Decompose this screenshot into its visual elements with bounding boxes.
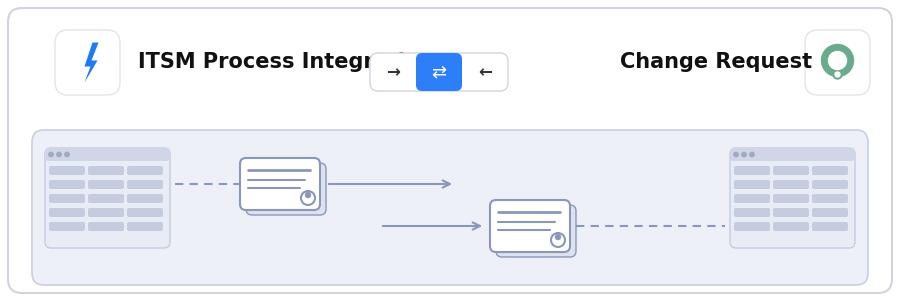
- FancyBboxPatch shape: [88, 194, 124, 203]
- FancyBboxPatch shape: [45, 148, 170, 248]
- Circle shape: [734, 152, 738, 157]
- Circle shape: [750, 152, 754, 157]
- FancyBboxPatch shape: [127, 166, 163, 175]
- FancyBboxPatch shape: [805, 30, 870, 95]
- FancyBboxPatch shape: [812, 194, 848, 203]
- FancyBboxPatch shape: [88, 222, 124, 231]
- FancyBboxPatch shape: [8, 8, 892, 293]
- FancyBboxPatch shape: [812, 166, 848, 175]
- FancyBboxPatch shape: [370, 53, 508, 91]
- FancyBboxPatch shape: [812, 180, 848, 189]
- FancyBboxPatch shape: [246, 163, 326, 215]
- Circle shape: [833, 70, 842, 79]
- FancyBboxPatch shape: [812, 222, 848, 231]
- FancyBboxPatch shape: [812, 208, 848, 217]
- FancyBboxPatch shape: [127, 194, 163, 203]
- FancyBboxPatch shape: [734, 180, 770, 189]
- FancyBboxPatch shape: [88, 180, 124, 189]
- FancyBboxPatch shape: [490, 200, 570, 252]
- Circle shape: [829, 51, 847, 70]
- Circle shape: [835, 72, 840, 77]
- FancyBboxPatch shape: [49, 222, 85, 231]
- FancyBboxPatch shape: [730, 148, 855, 161]
- Circle shape: [305, 193, 310, 197]
- FancyBboxPatch shape: [88, 166, 124, 175]
- Circle shape: [57, 152, 61, 157]
- Polygon shape: [85, 42, 98, 82]
- FancyBboxPatch shape: [49, 166, 85, 175]
- FancyBboxPatch shape: [32, 130, 868, 285]
- Text: ←: ←: [478, 63, 492, 81]
- FancyBboxPatch shape: [49, 180, 85, 189]
- FancyBboxPatch shape: [734, 222, 770, 231]
- FancyBboxPatch shape: [773, 194, 809, 203]
- FancyBboxPatch shape: [734, 166, 770, 175]
- Circle shape: [555, 234, 561, 240]
- FancyBboxPatch shape: [773, 208, 809, 217]
- Circle shape: [65, 152, 69, 157]
- Circle shape: [822, 45, 853, 76]
- FancyBboxPatch shape: [49, 194, 85, 203]
- FancyBboxPatch shape: [240, 158, 320, 210]
- FancyBboxPatch shape: [416, 53, 462, 91]
- Text: ⇄: ⇄: [431, 63, 446, 81]
- FancyBboxPatch shape: [773, 166, 809, 175]
- FancyBboxPatch shape: [734, 194, 770, 203]
- FancyBboxPatch shape: [730, 148, 855, 248]
- FancyBboxPatch shape: [734, 208, 770, 217]
- Circle shape: [49, 152, 53, 157]
- FancyBboxPatch shape: [127, 222, 163, 231]
- Text: →: →: [386, 63, 400, 81]
- FancyBboxPatch shape: [496, 205, 576, 257]
- FancyBboxPatch shape: [127, 208, 163, 217]
- FancyBboxPatch shape: [88, 208, 124, 217]
- FancyBboxPatch shape: [49, 208, 85, 217]
- Text: ITSM Process Integration: ITSM Process Integration: [138, 52, 434, 73]
- FancyBboxPatch shape: [773, 222, 809, 231]
- Text: Change Request: Change Request: [620, 52, 812, 73]
- FancyBboxPatch shape: [127, 180, 163, 189]
- Circle shape: [742, 152, 746, 157]
- FancyBboxPatch shape: [45, 148, 170, 161]
- FancyBboxPatch shape: [773, 180, 809, 189]
- FancyBboxPatch shape: [55, 30, 120, 95]
